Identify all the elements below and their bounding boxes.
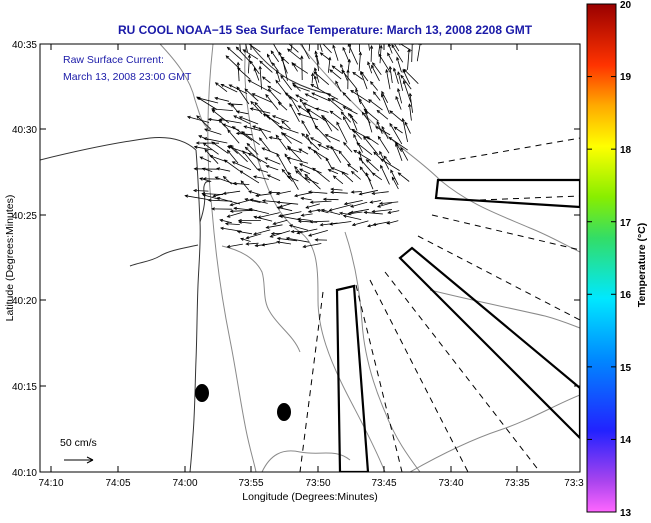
current-vector-head — [350, 39, 353, 42]
marker-blob-east — [277, 403, 291, 421]
colorbar-tick-label: 14 — [620, 435, 632, 446]
x-tick-label: 74:10 — [38, 478, 63, 489]
colorbar-label: Temperature (°C) — [636, 223, 648, 308]
colorbar-tick-label: 15 — [620, 363, 632, 374]
colorbar-tick-label: 20 — [620, 0, 632, 11]
colorbar-tick-label: 16 — [620, 290, 632, 301]
y-tick-label: 40:35 — [12, 40, 37, 51]
x-tick-label: 73:50 — [305, 478, 330, 489]
x-tick-label: 74:00 — [172, 478, 197, 489]
y-tick-label: 40:15 — [12, 382, 37, 393]
current-vector — [324, 199, 339, 200]
colorbar-tick-label: 17 — [620, 218, 632, 229]
x-tick-label: 73:35 — [504, 478, 529, 489]
marker-blob-west — [195, 384, 209, 402]
x-axis-label: Longitude (Degrees:Minutes) — [242, 491, 377, 503]
current-vector-head — [283, 39, 286, 42]
x-tick-label: 73:40 — [438, 478, 463, 489]
raw-current-timestamp: March 13, 2008 23:00 GMT — [63, 71, 192, 83]
x-tick-label: 73:3 — [564, 478, 584, 489]
current-vector-head — [241, 39, 244, 42]
colorbar-tick-label: 19 — [620, 72, 632, 83]
current-vector-head — [309, 38, 312, 41]
raw-current-label: Raw Surface Current: — [63, 54, 164, 66]
x-tick-label: 73:45 — [371, 478, 396, 489]
current-vector — [371, 46, 372, 62]
colorbar-tick-label: 18 — [620, 145, 632, 156]
current-vector-head — [271, 39, 274, 42]
current-vector-head — [317, 37, 320, 40]
y-tick-label: 40:10 — [12, 468, 37, 479]
colorbar-tick-labels: 20 19 18 17 16 15 14 13 — [620, 0, 632, 518]
scale-label: 50 cm/s — [60, 437, 97, 449]
y-axis-label: Latitude (Degrees:Minutes) — [4, 195, 16, 322]
figure-title: RU COOL NOAA−15 Sea Surface Temperature:… — [118, 23, 533, 37]
map-plot-area — [40, 44, 580, 472]
y-tick-label: 40:30 — [12, 125, 37, 136]
current-vector-head — [367, 39, 370, 42]
temperature-colorbar — [587, 4, 616, 512]
x-tick-label: 74:05 — [105, 478, 130, 489]
current-vector-head — [244, 40, 247, 43]
x-tick-label: 73:55 — [238, 478, 263, 489]
colorbar-tick-label: 13 — [620, 508, 632, 518]
x-tick-labels: 74:10 74:05 74:00 73:55 73:50 73:45 73:4… — [38, 478, 584, 489]
